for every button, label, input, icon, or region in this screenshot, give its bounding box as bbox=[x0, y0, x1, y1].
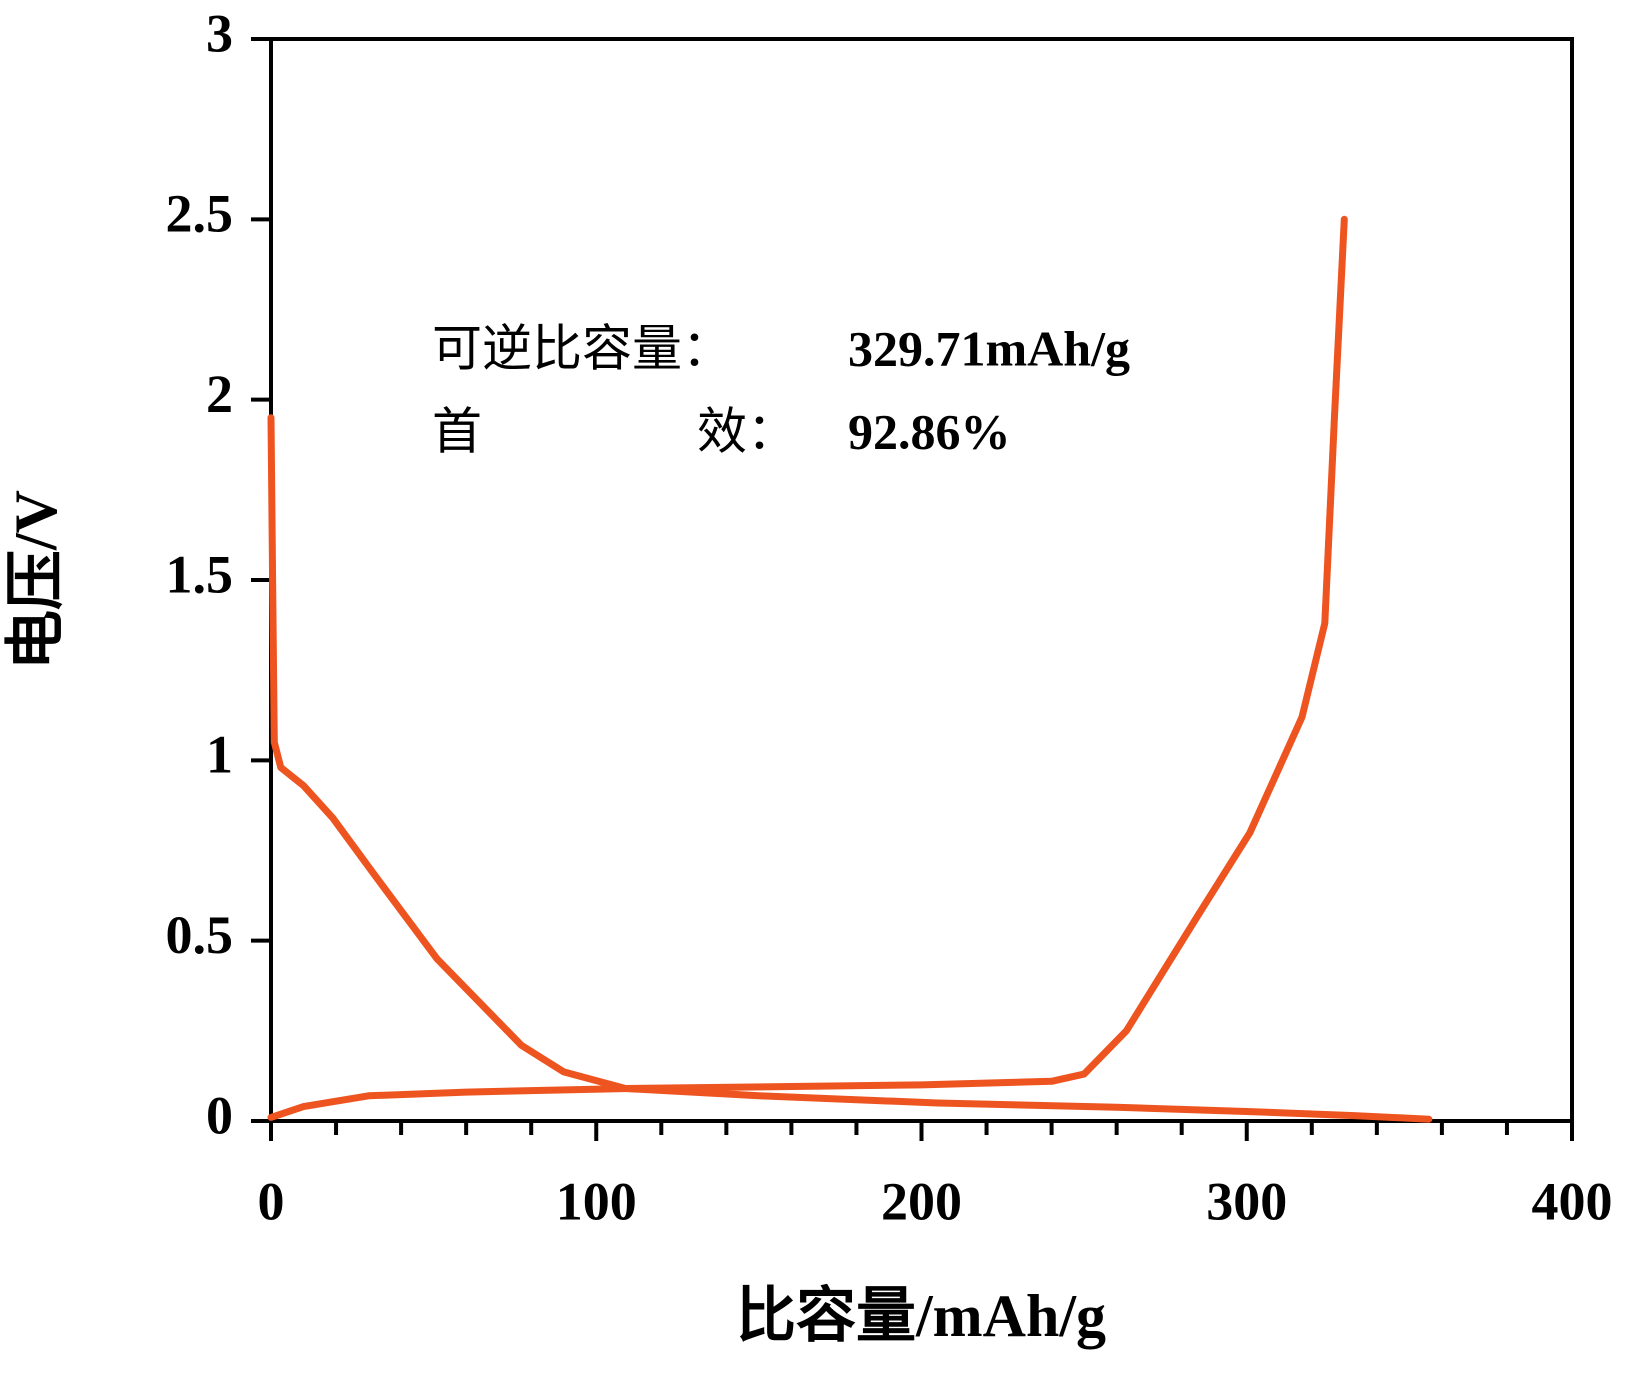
x-tick-label: 300 bbox=[1206, 1171, 1287, 1231]
annotation: 可逆比容量： bbox=[432, 320, 732, 376]
y-axis-label: 电压/V bbox=[3, 490, 69, 670]
y-tick-label: 2.5 bbox=[166, 184, 234, 244]
annotation: 效： bbox=[697, 403, 797, 459]
plot-frame bbox=[269, 37, 1574, 1123]
annotation: 329.71mAh/g bbox=[848, 320, 1130, 376]
series-line bbox=[267, 414, 1433, 1123]
annotation: 首 bbox=[432, 403, 482, 459]
x-tick-label: 100 bbox=[556, 1171, 637, 1231]
x-tick-label: 0 bbox=[258, 1171, 285, 1231]
y-tick-label: 1.5 bbox=[166, 544, 234, 604]
y-tick-label: 0.5 bbox=[166, 905, 234, 965]
annotation: 92.86% bbox=[848, 403, 1011, 459]
y-tick-label: 3 bbox=[206, 3, 233, 63]
x-tick-label: 200 bbox=[881, 1171, 962, 1231]
y-tick-label: 0 bbox=[206, 1085, 233, 1145]
x-tick-label: 400 bbox=[1532, 1171, 1613, 1231]
series-line bbox=[267, 215, 1348, 1121]
y-tick-label: 1 bbox=[206, 725, 233, 785]
y-tick-label: 2 bbox=[206, 364, 233, 424]
x-axis-label: 比容量/mAh/g bbox=[736, 1283, 1106, 1349]
